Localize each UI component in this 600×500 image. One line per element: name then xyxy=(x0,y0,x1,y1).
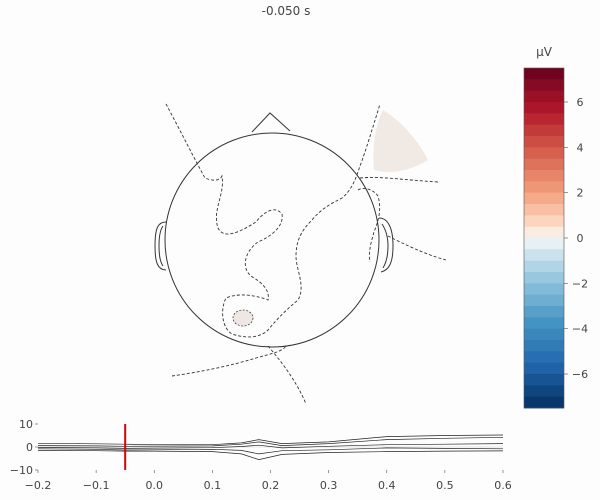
colorbar-band xyxy=(524,294,564,307)
colorbar-band xyxy=(524,351,564,364)
colorbar-band xyxy=(524,68,564,80)
sensor-trace xyxy=(37,447,504,455)
colorbar-band xyxy=(524,124,564,137)
colorbar-band xyxy=(524,147,564,160)
y-tick-label: −10 xyxy=(10,464,33,477)
contour-line-5 xyxy=(171,345,287,377)
nose-outline xyxy=(251,112,291,133)
sensor-trace xyxy=(37,450,504,460)
colorbar-unit-label: µV xyxy=(536,45,553,59)
y-tick-label: 10 xyxy=(19,418,33,431)
x-tick-label: 0.5 xyxy=(436,479,454,492)
contour-line-1 xyxy=(165,103,381,338)
sensor-trace xyxy=(37,443,504,449)
colorbar-band xyxy=(524,396,564,409)
colorbar-band xyxy=(524,113,564,126)
colorbar-tick-label: −2 xyxy=(572,277,588,290)
colorbar-band xyxy=(524,204,564,216)
colorbar-band xyxy=(524,272,564,284)
contour-line-3 xyxy=(359,177,439,183)
colorbar-band xyxy=(524,170,564,182)
contour-line-4 xyxy=(387,235,447,261)
contour-fill-positive-topright xyxy=(373,110,428,172)
colorbar-band xyxy=(524,226,564,239)
colorbar-band xyxy=(524,192,564,205)
colorbar-tick-label: −6 xyxy=(572,368,588,381)
colorbar-band xyxy=(524,238,564,250)
x-tick-label: 0.6 xyxy=(494,479,512,492)
butterfly-plot: −0.2 −0.1 0.0 0.1 0.2 0.3 0.4 0.5 0.6 10 0 −10 xyxy=(10,418,512,492)
contour-line-6 xyxy=(267,345,307,405)
colorbar-tick-label: 6 xyxy=(577,96,584,109)
colorbar-band xyxy=(524,90,564,103)
colorbar-band xyxy=(524,340,564,352)
colorbar-tick-label: −4 xyxy=(572,323,588,336)
colorbar-tick-label: 4 xyxy=(577,141,584,154)
colorbar-band xyxy=(524,102,564,114)
left-ear-inner xyxy=(158,225,164,267)
x-tick-label: −0.1 xyxy=(83,479,110,492)
colorbar-tick-label: 2 xyxy=(577,187,584,200)
colorbar-band xyxy=(524,306,564,318)
colorbar-band xyxy=(524,79,564,92)
x-tick-label: 0.1 xyxy=(204,479,222,492)
colorbar-bands xyxy=(524,68,564,409)
colorbar-tick-label: 0 xyxy=(577,232,584,245)
colorbar-band xyxy=(524,362,564,375)
colorbar-band xyxy=(524,181,564,194)
sensor-trace xyxy=(37,434,504,446)
colorbar: µV 6 4 2 0 −2 −4 −6 xyxy=(523,45,588,409)
colorbar-band xyxy=(524,260,564,273)
x-tick-label: 0.4 xyxy=(378,479,396,492)
contour-fill-positive-lowerleft xyxy=(232,309,254,327)
topomap-title: -0.050 s xyxy=(262,4,311,18)
colorbar-band xyxy=(524,136,564,148)
zero-contours xyxy=(165,103,447,405)
x-tick-label: 0.3 xyxy=(320,479,338,492)
y-tick-label: 0 xyxy=(26,441,33,454)
butterfly-series xyxy=(37,434,504,460)
colorbar-band xyxy=(524,374,564,386)
x-tick-label: 0.2 xyxy=(262,479,280,492)
colorbar-band xyxy=(524,283,564,296)
y-tick-labels: 10 0 −10 xyxy=(10,418,38,477)
head-outline xyxy=(164,132,380,348)
colorbar-band xyxy=(524,249,564,262)
x-tick-label: −0.2 xyxy=(25,479,52,492)
sensor-trace xyxy=(37,436,504,447)
colorbar-band xyxy=(524,215,564,228)
colorbar-band xyxy=(524,385,564,398)
x-tick-labels: −0.2 −0.1 0.0 0.1 0.2 0.3 0.4 0.5 0.6 xyxy=(25,470,512,492)
right-ear-outline xyxy=(378,217,394,273)
colorbar-band xyxy=(524,317,564,330)
x-tick-label: 0.0 xyxy=(146,479,164,492)
colorbar-band xyxy=(524,328,564,341)
contour-line-2 xyxy=(357,187,381,263)
left-ear-outline xyxy=(154,221,167,271)
colorbar-band xyxy=(524,158,564,171)
topomap xyxy=(154,103,447,405)
right-ear-inner xyxy=(381,223,389,269)
colorbar-ticks: 6 4 2 0 −2 −4 −6 xyxy=(564,96,588,381)
